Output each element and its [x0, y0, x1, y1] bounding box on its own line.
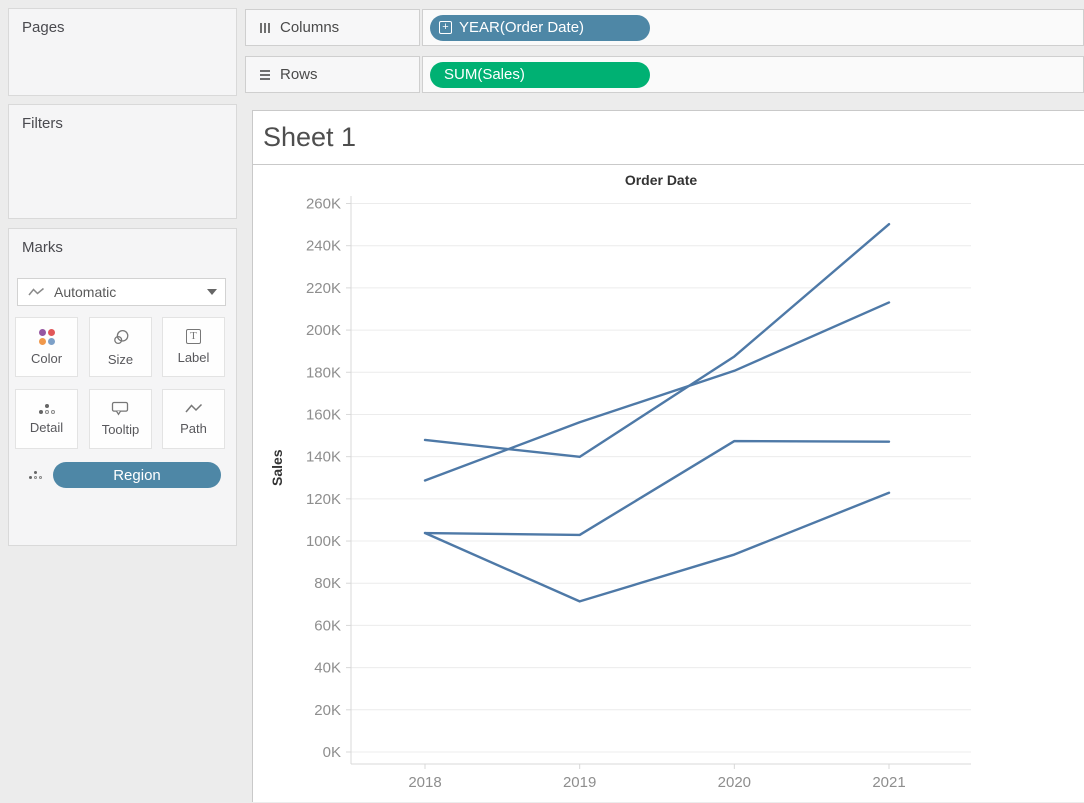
- x-tick-label: 2018: [408, 774, 441, 791]
- rows-shelf[interactable]: SUM(Sales): [422, 56, 1084, 93]
- chart-line-line-2[interactable]: [423, 301, 891, 482]
- y-tick-label: 120K: [306, 491, 341, 508]
- y-tick-label: 100K: [306, 533, 341, 550]
- size-button-label: Size: [107, 351, 134, 367]
- sum-sales-pill[interactable]: SUM(Sales): [430, 61, 650, 88]
- detail-button[interactable]: Detail: [15, 389, 78, 449]
- y-tick-label: 180K: [306, 364, 341, 381]
- tooltip-button-label: Tooltip: [101, 422, 140, 437]
- size-button[interactable]: Size: [89, 317, 152, 377]
- x-tick-label: 2020: [718, 774, 751, 791]
- color-button[interactable]: Color: [15, 317, 78, 377]
- rows-icon: [260, 69, 270, 80]
- columns-icon: [260, 22, 270, 33]
- mark-type-caret-button[interactable]: [199, 279, 225, 305]
- y-tick-label: 220K: [306, 280, 341, 297]
- region-pill[interactable]: Region: [53, 462, 221, 488]
- tooltip-button[interactable]: Tooltip: [89, 389, 152, 449]
- sheet-title: Sheet 1: [263, 122, 357, 152]
- y-tick-label: 140K: [306, 449, 341, 466]
- year-order-date-pill[interactable]: + YEAR(Order Date): [430, 14, 650, 41]
- chart-svg[interactable]: 0K 20K 40K 60K 80K 100K 120K 140K 160K 180K 200K 22…: [253, 165, 1084, 803]
- color-button-label: Color: [30, 350, 63, 366]
- path-icon: [184, 403, 202, 413]
- chart-area: Order Date Sales 0K 20K 40K 60K 80K 100K 120K 1…: [253, 165, 1084, 803]
- y-tick-label: 260K: [306, 196, 341, 213]
- sheet-title-bar[interactable]: Sheet 1: [253, 111, 1084, 165]
- y-tick-label: 40K: [314, 660, 341, 677]
- marks-card: Marks Automatic Color Size T Label Detai…: [8, 228, 237, 546]
- label-icon: T: [186, 329, 201, 344]
- y-tick-label: 240K: [306, 238, 341, 255]
- chart-line-line-1[interactable]: [423, 222, 891, 459]
- filters-shelf[interactable]: Filters: [8, 104, 237, 219]
- expand-plus-icon[interactable]: +: [439, 21, 452, 34]
- detail-button-label: Detail: [29, 419, 64, 435]
- y-tick-label: 160K: [306, 406, 341, 423]
- label-button[interactable]: T Label: [162, 317, 225, 377]
- year-pill-label: YEAR(Order Date): [459, 19, 585, 36]
- region-pill-label: Region: [113, 466, 161, 484]
- columns-shelf[interactable]: + YEAR(Order Date): [422, 9, 1084, 46]
- size-icon: [113, 329, 128, 344]
- y-tick-label: 200K: [306, 322, 341, 339]
- column-field-title: Order Date: [624, 172, 698, 188]
- mark-type-label: Automatic: [54, 284, 117, 300]
- mark-type-dropdown[interactable]: Automatic: [17, 278, 226, 306]
- color-icon: [38, 328, 55, 345]
- pages-shelf[interactable]: Pages: [8, 8, 237, 96]
- y-tick-label: 20K: [314, 702, 341, 719]
- line-mark-icon: [28, 287, 44, 296]
- rows-shelf-label: Rows: [280, 66, 318, 83]
- y-tick-label: 0K: [323, 744, 341, 761]
- chevron-down-icon: [207, 289, 217, 295]
- x-tick-label: 2019: [563, 774, 596, 791]
- path-button-label: Path: [180, 421, 207, 436]
- columns-shelf-label: Columns: [280, 19, 340, 36]
- y-tick-label: 60K: [314, 617, 341, 634]
- pages-label: Pages: [22, 19, 65, 36]
- tooltip-icon: [111, 401, 129, 416]
- chart-line-line-4[interactable]: [423, 491, 891, 603]
- chart-line-line-3[interactable]: [423, 439, 891, 537]
- worksheet: Sheet 1 Order Date Sales 0K 20K 40K 60K 80K 1…: [252, 110, 1084, 802]
- path-button[interactable]: Path: [162, 389, 225, 449]
- detail-icon: [38, 403, 55, 414]
- x-tick-label: 2021: [872, 774, 905, 791]
- y-tick-label: 80K: [314, 575, 341, 592]
- marks-label: Marks: [22, 239, 63, 256]
- rows-shelf-label-box: Rows: [245, 56, 420, 93]
- detail-dots-icon: [29, 471, 42, 479]
- filters-label: Filters: [22, 115, 63, 132]
- sum-pill-label: SUM(Sales): [444, 66, 525, 83]
- label-button-label: Label: [177, 350, 210, 365]
- columns-shelf-label-box: Columns: [245, 9, 420, 46]
